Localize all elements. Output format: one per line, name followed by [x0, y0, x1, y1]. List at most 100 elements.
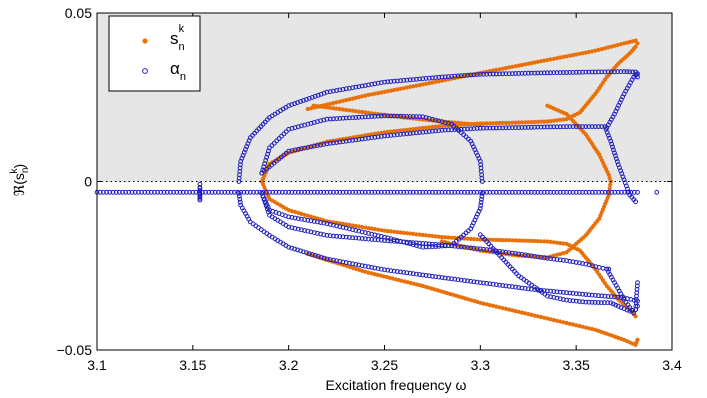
data-point: [190, 189, 196, 195]
data-point: [446, 276, 451, 281]
data-point: [519, 120, 525, 125]
data-point: [145, 189, 151, 195]
data-point: [289, 245, 295, 251]
data-point: [430, 233, 435, 239]
y-axis-ticks: −0.05 0 0.05: [57, 5, 672, 358]
data-point: [366, 132, 371, 137]
data-point: [391, 78, 397, 84]
data-point: [491, 303, 496, 308]
data-point: [494, 121, 499, 126]
data-point: [439, 74, 445, 80]
data-point: [129, 189, 135, 195]
data-point: [462, 189, 467, 195]
data-point: [331, 88, 336, 94]
data-point: [542, 119, 547, 124]
data-point: [471, 245, 477, 251]
data-point: [379, 90, 384, 95]
data-point: [398, 189, 403, 195]
data-point: [378, 113, 384, 119]
data-point: [449, 276, 455, 282]
data-point: [484, 189, 490, 195]
data-point: [523, 311, 528, 316]
data-point: [376, 227, 381, 232]
data-point: [385, 129, 390, 134]
data-point: [401, 86, 406, 91]
data-point: [375, 113, 381, 119]
data-point: [312, 215, 317, 220]
data-point: [479, 193, 485, 199]
data-point: [295, 189, 301, 195]
data-point: [519, 238, 525, 243]
data-point: [468, 236, 473, 241]
data-point: [292, 147, 298, 153]
data-point: [449, 74, 455, 79]
data-point: [507, 307, 512, 312]
data-point: [433, 124, 438, 129]
data-point: [378, 189, 384, 195]
data-point: [522, 286, 528, 291]
data-point: [570, 53, 576, 58]
data-point: [308, 218, 314, 224]
data-point: [369, 132, 374, 137]
data-point: [497, 71, 502, 77]
data-point: [589, 69, 595, 75]
data-point: [410, 242, 416, 248]
data-point: [503, 125, 509, 131]
data-point: [516, 238, 521, 243]
data-point: [366, 226, 371, 231]
legend-box: [108, 15, 201, 92]
data-point: [471, 72, 477, 78]
data-point: [360, 109, 365, 115]
data-point: [612, 294, 617, 300]
data-point: [286, 244, 292, 250]
data-point: [608, 69, 614, 75]
data-point: [411, 231, 416, 236]
data-point: [401, 113, 407, 119]
data-point: [635, 337, 640, 342]
data-point: [433, 189, 439, 195]
data-point: [612, 43, 617, 48]
data-point: [276, 189, 282, 195]
data-point: [610, 144, 615, 150]
data-point: [567, 290, 573, 296]
data-point: [548, 119, 553, 124]
data-point: [573, 298, 579, 304]
data-point: [394, 78, 400, 84]
data-point: [465, 245, 471, 251]
data-point: [583, 189, 589, 195]
data-point: [535, 239, 540, 244]
data-point: [123, 189, 129, 195]
data-point: [356, 235, 362, 241]
data-point: [554, 189, 560, 195]
data-point: [574, 323, 579, 328]
data-point: [551, 317, 556, 323]
data-point: [378, 134, 384, 139]
data-point: [465, 278, 471, 284]
data-point: [304, 250, 309, 256]
data-point: [455, 189, 461, 195]
data-point: [420, 189, 426, 195]
data-point: [509, 71, 515, 76]
data-point: [331, 140, 336, 146]
data-point: [567, 124, 573, 129]
data-point: [286, 214, 292, 220]
data-point: [392, 129, 397, 134]
data-point: [321, 90, 327, 96]
data-point: [347, 115, 352, 121]
data-point: [376, 91, 381, 96]
data-point: [388, 79, 394, 84]
data-point: [513, 64, 518, 69]
data-point: [312, 253, 318, 258]
data-point: [382, 130, 387, 135]
data-point: [602, 46, 608, 51]
data-point: [391, 189, 397, 195]
data-point: [452, 189, 458, 195]
data-point: [353, 109, 358, 114]
data-point: [558, 319, 563, 324]
data-point: [619, 189, 624, 195]
data-point: [497, 120, 502, 126]
data-point: [500, 120, 505, 125]
data-point: [407, 189, 413, 195]
data-point: [427, 233, 432, 238]
data-point: [385, 189, 391, 195]
